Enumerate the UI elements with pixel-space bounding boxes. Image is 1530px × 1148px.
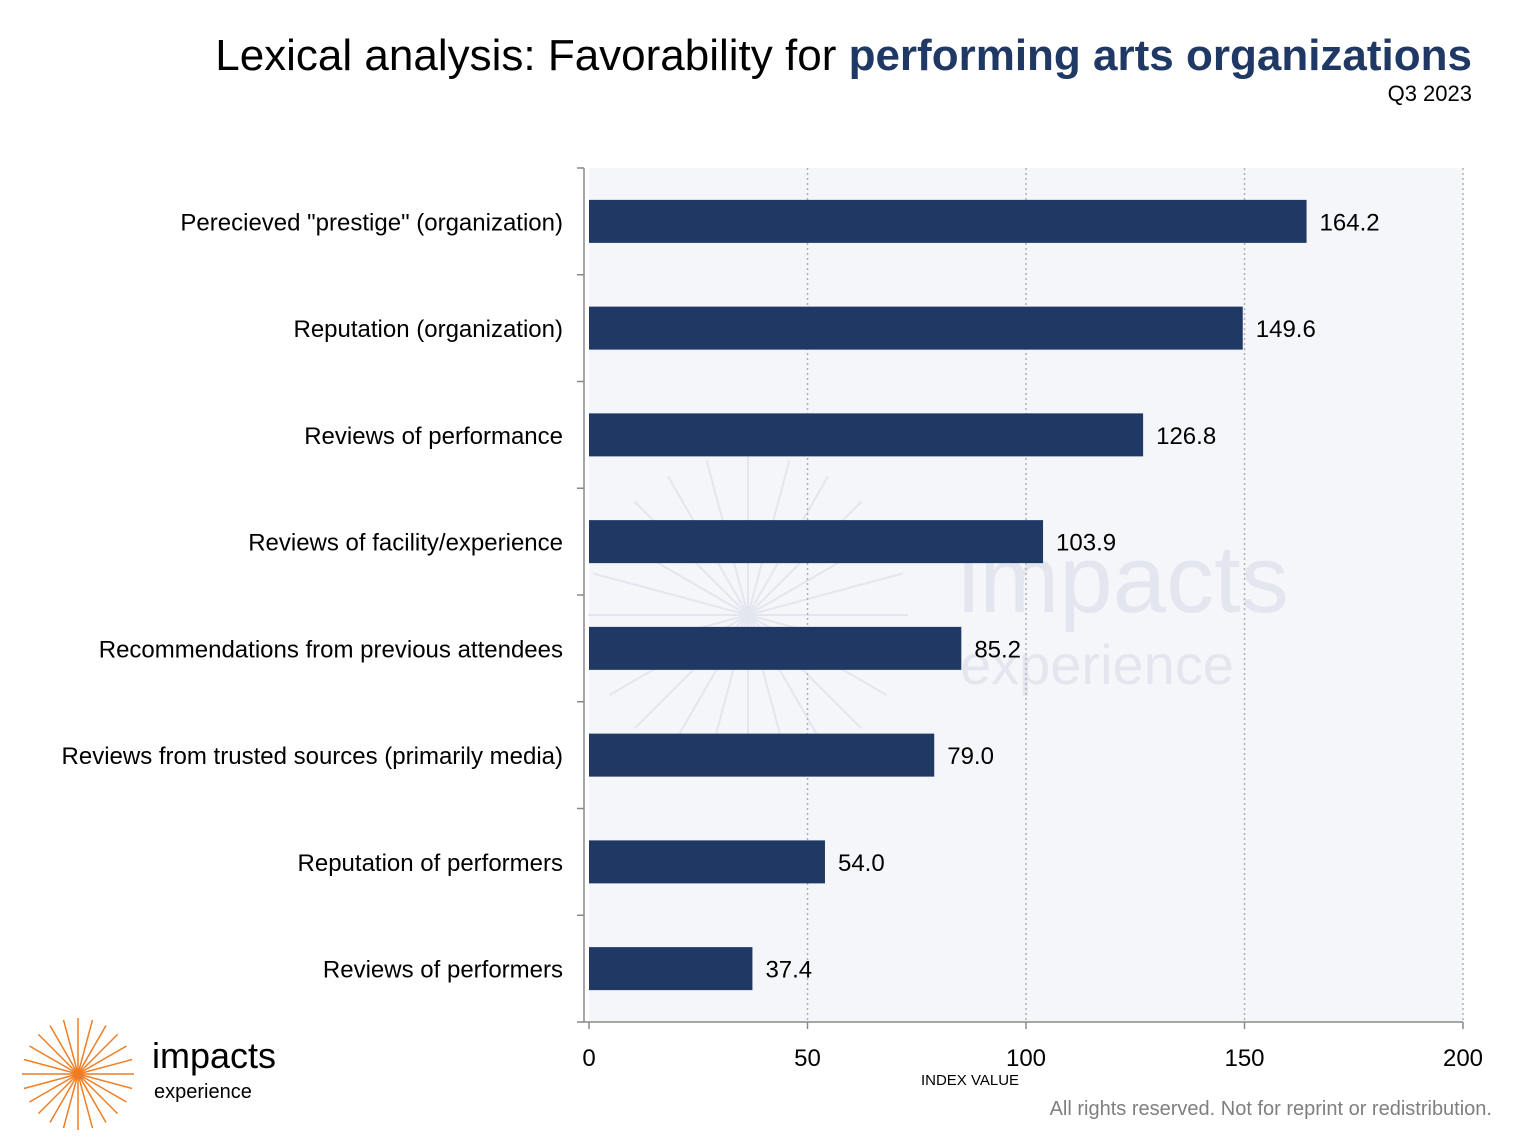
- bar: [589, 413, 1144, 457]
- x-tick-label: 200: [1443, 1045, 1483, 1072]
- watermark-subword: experience: [960, 633, 1234, 696]
- category-label: Reviews from trusted sources (primarily …: [62, 743, 563, 770]
- category-label: Reputation of performers: [298, 850, 563, 877]
- data-label: 79.0: [947, 743, 994, 770]
- x-tick-label: 0: [582, 1045, 595, 1072]
- bar: [589, 733, 935, 777]
- bar: [589, 199, 1307, 243]
- x-tick-label: 150: [1224, 1045, 1264, 1072]
- x-axis-title: INDEX VALUE: [921, 1072, 1019, 1089]
- bar: [589, 306, 1243, 350]
- bar: [589, 520, 1044, 564]
- data-label: 103.9: [1056, 530, 1116, 557]
- chart-title: Lexical analysis: Favorability for perfo…: [215, 28, 1472, 84]
- bar: [589, 626, 962, 670]
- copyright-note: All rights reserved. Not for reprint or …: [1049, 1098, 1492, 1120]
- bars: [589, 199, 1307, 991]
- x-tick-label: 50: [794, 1045, 821, 1072]
- chart-subtitle: Q3 2023: [1387, 81, 1472, 106]
- data-label: 164.2: [1320, 209, 1380, 236]
- bar: [589, 947, 753, 991]
- x-tick-label: 100: [1006, 1045, 1046, 1072]
- logo-wordmark: impacts: [152, 1035, 277, 1076]
- logo: [22, 1018, 134, 1130]
- logo-subtext: experience: [154, 1081, 252, 1103]
- category-label: Perecieved "prestige" (organization): [180, 209, 563, 236]
- category-label: Reviews of performance: [304, 423, 563, 450]
- starburst-icon: [22, 1018, 134, 1130]
- category-label: Recommendations from previous attendees: [99, 636, 563, 663]
- category-label: Reviews of performers: [323, 957, 563, 984]
- data-label: 85.2: [974, 636, 1021, 663]
- data-label: 54.0: [838, 850, 885, 877]
- logo-ray: [23, 1058, 133, 1090]
- chart-title-plain: Lexical analysis: Favorability for: [215, 31, 849, 80]
- data-label: 149.6: [1256, 316, 1316, 343]
- category-label: Reputation (organization): [294, 316, 564, 343]
- chart-title-accent: performing arts organizations: [848, 31, 1472, 80]
- axes: [577, 167, 1464, 1029]
- labels: 164.2 Perecieved "prestige" (organization…: [62, 209, 1483, 1089]
- data-label: 126.8: [1156, 423, 1216, 450]
- category-label: Reviews of facility/experience: [248, 530, 563, 557]
- bar: [589, 840, 825, 884]
- data-label: 37.4: [765, 957, 812, 984]
